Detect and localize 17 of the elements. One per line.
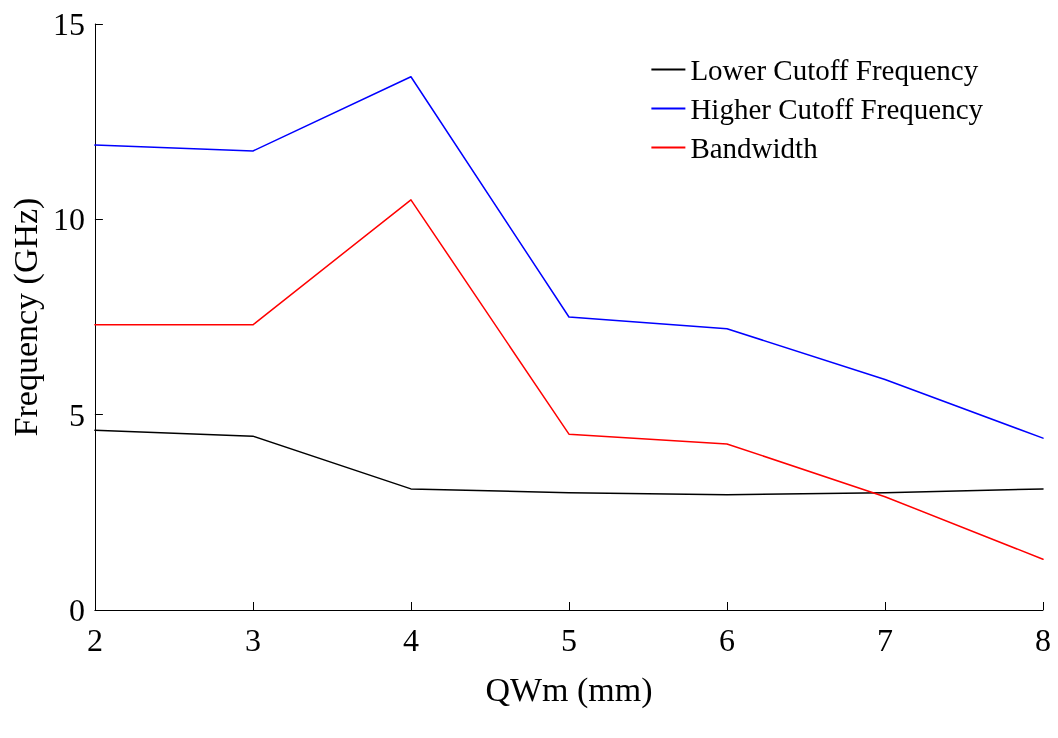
y-tick-label: 15 <box>52 6 85 42</box>
x-tick-label: 6 <box>718 622 735 658</box>
x-tick-label: 5 <box>560 622 577 658</box>
x-axis-title: QWm (mm) <box>485 670 653 709</box>
legend-label: Higher Cutoff Frequency <box>690 92 984 125</box>
legend-label: Bandwidth <box>690 131 819 164</box>
x-tick-label: 2 <box>86 622 103 658</box>
line-series <box>94 199 1044 560</box>
x-tick-label: 7 <box>876 622 893 658</box>
y-tick-label: 5 <box>68 396 85 433</box>
y-tick-label: 10 <box>52 201 85 238</box>
x-tick-label: 3 <box>244 622 261 658</box>
x-tick-label: 4 <box>402 622 419 658</box>
legend-label: Lower Cutoff Frequency <box>690 53 979 86</box>
x-tick-label: 8 <box>1035 622 1051 658</box>
y-axis-title: Frequency (GHz) <box>6 197 45 437</box>
y-tick-label: 0 <box>68 592 85 628</box>
